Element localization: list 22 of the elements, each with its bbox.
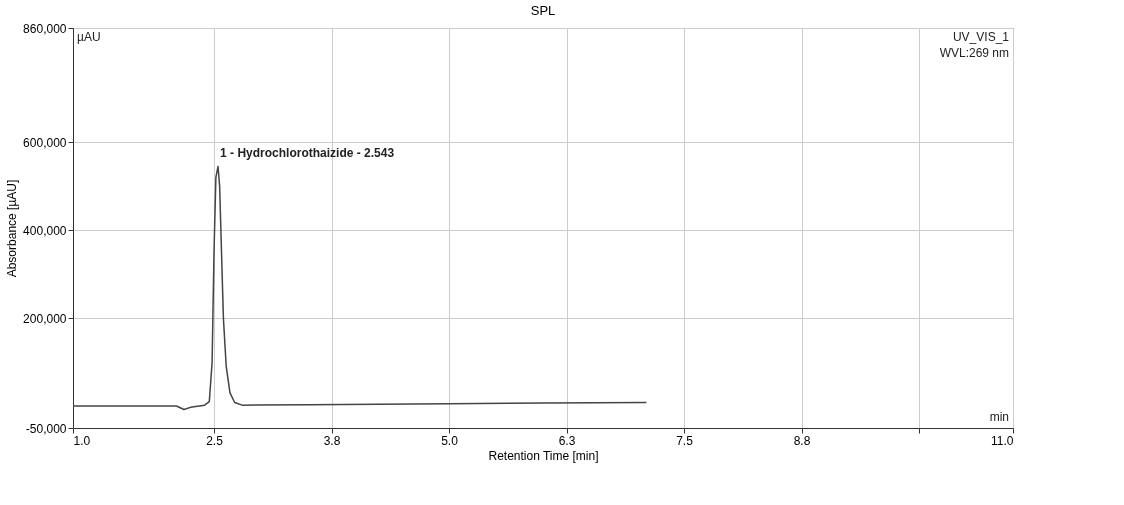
y-tick-label: 400,000 [23,223,67,238]
y-axis-title: Absorbance [µAU] [5,179,20,278]
annotation: min [989,410,1009,424]
x-tick-label: 11.0 [991,433,1014,448]
y-tick-label: 860,000 [23,21,67,36]
x-tick-label: 7.5 [676,433,694,448]
annotation: µAU [77,30,101,44]
x-tick-label: 6.3 [558,433,576,448]
line-series [72,165,648,411]
y-tick-label: 200,000 [23,311,67,326]
annotation: 1 - Hydrochlorothaizide - 2.543 [220,146,395,161]
x-tick-label: 5.0 [441,433,459,448]
x-tick-label: 2.5 [206,433,224,448]
x-tick-label: 3.8 [323,433,341,448]
y-tick-label: 600,000 [23,135,67,150]
chart-title: SPL [530,3,556,18]
annotation: WVL:269 nm [939,46,1009,60]
x-tick-label: 8.8 [793,433,811,448]
x-axis-title: Retention Time [min] [488,448,599,463]
x-tick-label: 1.0 [73,433,91,448]
annotation: UV_VIS_1 [952,30,1010,44]
y-tick-label: -50,000 [25,421,67,436]
